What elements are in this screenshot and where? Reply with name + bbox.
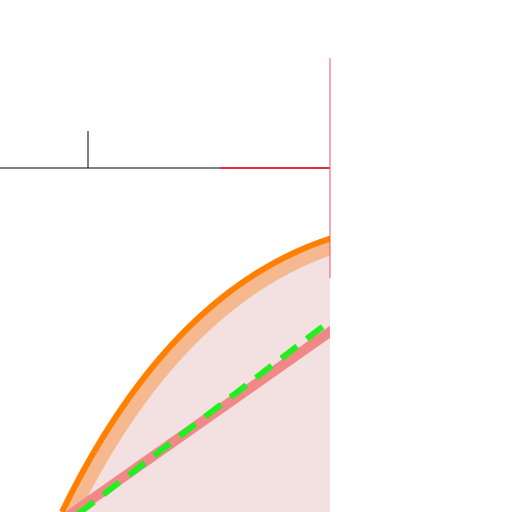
outer-arc — [59, 235, 330, 512]
shape-group — [59, 235, 330, 512]
green-dashed-line — [76, 317, 330, 512]
inner-band — [65, 240, 330, 512]
region-fill — [62, 238, 330, 512]
